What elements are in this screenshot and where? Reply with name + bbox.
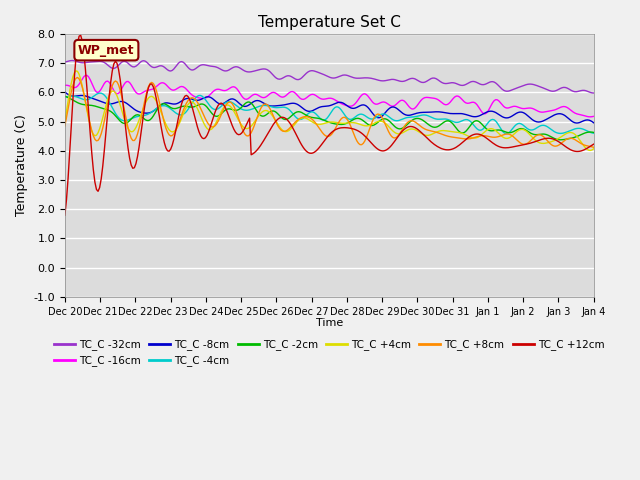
TC_C -32cm [61,59,68,65]
TC_C +4cm [590,146,598,152]
TC_C -2cm [67,96,75,102]
TC_C +12cm [67,124,75,130]
TC_C +4cm [587,147,595,153]
TC_C -32cm [360,75,367,81]
TC_C -2cm [557,137,564,143]
TC_C +4cm [360,122,367,128]
TC_C -16cm [495,98,503,104]
TC_C +4cm [495,131,503,136]
TC_C +12cm [495,144,503,149]
TC_C -2cm [500,128,508,134]
TC_C -16cm [502,105,509,110]
TC_C -8cm [500,115,508,120]
TC_C -2cm [493,127,501,133]
TC_C -16cm [83,72,91,78]
TC_C -8cm [61,89,68,95]
Line: TC_C -32cm: TC_C -32cm [65,60,594,93]
TC_C -16cm [590,113,598,119]
TC_C -4cm [502,131,509,136]
TC_C -8cm [67,93,75,99]
TC_C -16cm [360,91,367,97]
TC_C -8cm [573,120,580,126]
TC_C +12cm [77,33,84,38]
TC_C -8cm [493,111,501,117]
TC_C -8cm [590,120,598,126]
Title: Temperature Set C: Temperature Set C [258,15,401,30]
Line: TC_C -4cm: TC_C -4cm [65,93,594,134]
TC_C -32cm [179,60,187,65]
TC_C +8cm [179,108,187,113]
TC_C -4cm [67,94,75,99]
TC_C +8cm [221,105,228,111]
TC_C -4cm [495,123,503,129]
TC_C -32cm [495,83,503,89]
TC_C -4cm [360,112,367,118]
TC_C -2cm [590,130,598,135]
TC_C -16cm [67,84,75,90]
TC_C -16cm [179,84,187,90]
TC_C -4cm [96,90,104,96]
X-axis label: Time: Time [316,318,343,328]
TC_C -8cm [358,102,365,108]
TC_C +4cm [72,68,80,74]
TC_C +12cm [590,141,598,147]
TC_C +12cm [502,145,509,151]
TC_C +12cm [179,96,187,102]
TC_C +4cm [221,104,228,110]
TC_C -4cm [179,111,187,117]
TC_C -4cm [221,101,228,107]
TC_C -4cm [503,131,511,137]
TC_C -2cm [178,104,186,109]
Legend: TC_C -32cm, TC_C -16cm, TC_C -8cm, TC_C -4cm, TC_C -2cm, TC_C +4cm, TC_C +8cm, T: TC_C -32cm, TC_C -16cm, TC_C -8cm, TC_C … [50,335,609,371]
TC_C -16cm [61,83,68,88]
TC_C -16cm [587,114,595,120]
TC_C +8cm [502,132,509,137]
TC_C -32cm [69,58,77,63]
TC_C +12cm [360,132,367,137]
TC_C +4cm [502,135,509,141]
Line: TC_C +12cm: TC_C +12cm [65,36,594,215]
TC_C -32cm [221,68,228,74]
Line: TC_C +4cm: TC_C +4cm [65,71,594,150]
TC_C -2cm [219,109,227,115]
TC_C +12cm [221,103,228,109]
TC_C -2cm [61,94,68,99]
Line: TC_C -2cm: TC_C -2cm [65,96,594,140]
TC_C +8cm [590,144,598,150]
Y-axis label: Temperature (C): Temperature (C) [15,115,28,216]
TC_C -16cm [221,88,228,94]
TC_C +4cm [67,81,75,86]
TC_C -2cm [358,117,365,122]
Line: TC_C -8cm: TC_C -8cm [65,92,594,123]
TC_C -8cm [178,98,186,104]
TC_C -32cm [67,58,75,63]
TC_C -4cm [590,131,598,136]
TC_C +8cm [495,133,503,139]
TC_C +12cm [61,212,68,218]
Line: TC_C -16cm: TC_C -16cm [65,75,594,117]
TC_C -8cm [219,101,227,107]
TC_C +8cm [74,74,81,80]
Text: WP_met: WP_met [78,44,134,57]
Line: TC_C +8cm: TC_C +8cm [65,77,594,147]
TC_C -32cm [590,90,598,96]
TC_C -4cm [61,94,68,100]
TC_C +8cm [67,89,75,95]
TC_C +4cm [179,111,187,117]
TC_C +8cm [61,123,68,129]
TC_C -32cm [502,88,509,94]
TC_C +8cm [360,141,367,146]
TC_C +4cm [61,118,68,124]
